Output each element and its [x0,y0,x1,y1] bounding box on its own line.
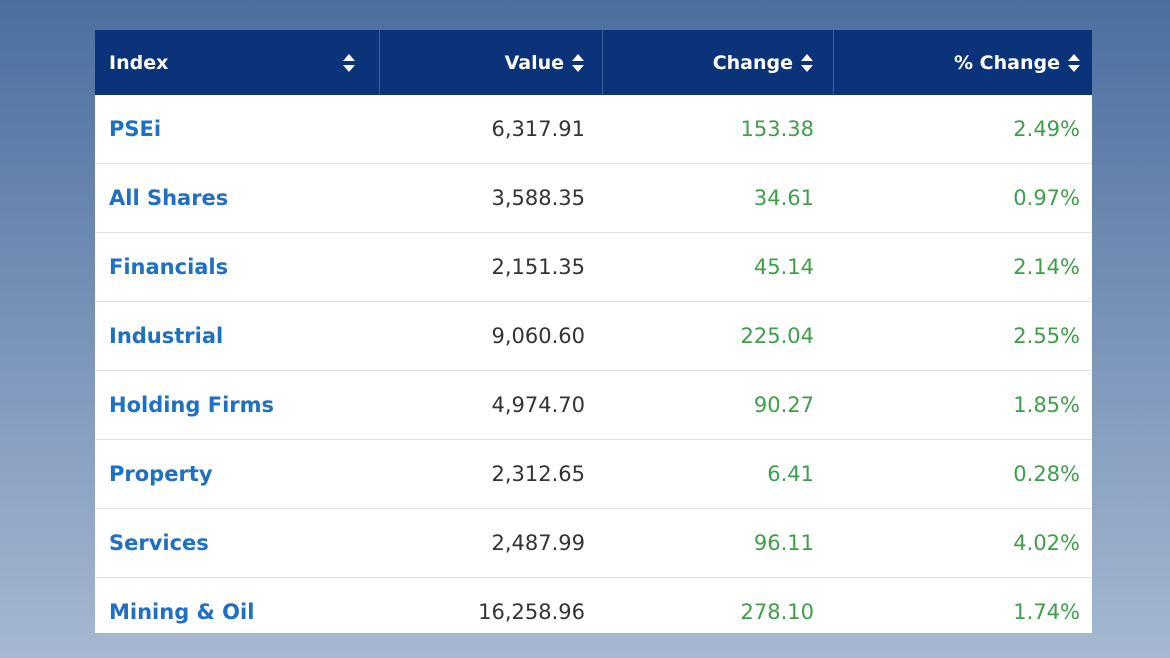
table-header: Index Value Change % Change [95,30,1092,95]
header-cell[interactable]: Index [95,30,380,95]
table-cell: 1.85% [1013,393,1080,417]
table-cell: 2,487.99 [491,531,585,555]
header-text: % Change [954,51,1060,74]
table-cell: 6.41 [767,462,814,486]
header-cell[interactable]: % Change [834,30,1092,95]
index-link[interactable]: Property [109,462,213,486]
table-row: Services 2,487.99 96.11 4.02% [95,509,1092,578]
table-cell: 96.11 [753,531,814,555]
table-row: Industrial 9,060.60 225.04 2.55% [95,302,1092,371]
table-row: All Shares 3,588.35 34.61 0.97% [95,164,1092,233]
table-cell: 278.10 [740,600,814,624]
index-link[interactable]: Services [109,531,209,555]
table-cell: 2.55% [1013,324,1080,348]
table-row: Property 2,312.65 6.41 0.28% [95,440,1092,509]
sort-icon [801,53,813,72]
table-cell: 3,588.35 [491,186,585,210]
index-link[interactable]: PSEi [109,117,162,141]
index-link[interactable]: All Shares [109,186,229,210]
index-table: Index Value Change % Change PSEi 6,317.91… [95,30,1092,633]
table-cell: 0.97% [1013,186,1080,210]
index-link[interactable]: Industrial [109,324,224,348]
sort-icon [343,53,355,72]
table-cell: 4.02% [1013,531,1080,555]
header-text: Index [109,51,169,74]
table-cell: 1.74% [1013,600,1080,624]
sort-icon [572,53,584,72]
header-cell[interactable]: Change [603,30,834,95]
header-text: Value [504,51,564,74]
table-cell: 225.04 [740,324,814,348]
table-cell: 6,317.91 [491,117,585,141]
header-cell[interactable]: Value [380,30,603,95]
index-link[interactable]: Financials [109,255,229,279]
table-cell: 4,974.70 [491,393,585,417]
sort-icon [1068,53,1080,72]
table-row: Mining & Oil 16,258.96 278.10 1.74% [95,578,1092,633]
table-cell: 45.14 [753,255,814,279]
table-cell: 2,151.35 [491,255,585,279]
index-link[interactable]: Mining & Oil [109,600,255,624]
table-row: Holding Firms 4,974.70 90.27 1.85% [95,371,1092,440]
table-cell: 0.28% [1013,462,1080,486]
table-cell: 2,312.65 [491,462,585,486]
table-cell: 90.27 [753,393,814,417]
header-text: Change [712,51,793,74]
table-cell: 34.61 [753,186,814,210]
table-cell: 16,258.96 [478,600,585,624]
table-cell: 2.14% [1013,255,1080,279]
table-cell: 9,060.60 [491,324,585,348]
table-row: PSEi 6,317.91 153.38 2.49% [95,95,1092,164]
table-row: Financials 2,151.35 45.14 2.14% [95,233,1092,302]
table-cell: 153.38 [740,117,814,141]
table-cell: 2.49% [1013,117,1080,141]
index-link[interactable]: Holding Firms [109,393,275,417]
